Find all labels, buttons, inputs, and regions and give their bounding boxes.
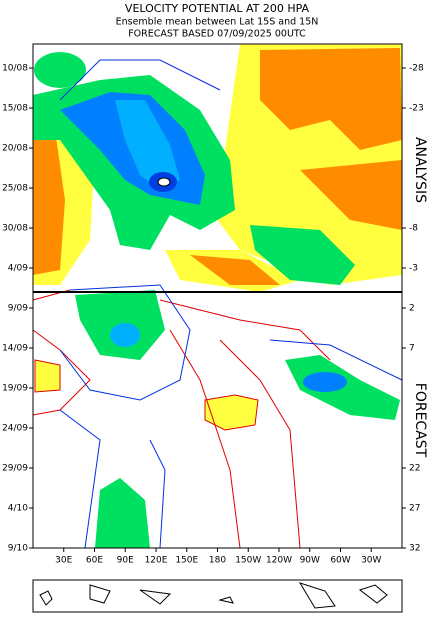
x-tick-label: 30W bbox=[361, 556, 381, 566]
x-tick-label: 30E bbox=[55, 556, 72, 566]
y-tick-label: 9/10 bbox=[8, 544, 28, 554]
x-tick-label: 150W bbox=[235, 556, 261, 566]
y-tick-label: 4/09 bbox=[8, 264, 28, 274]
y2-tick-label: -8 bbox=[409, 224, 418, 234]
y2-tick-label: -28 bbox=[409, 64, 424, 74]
y2-tick-label: 27 bbox=[409, 504, 420, 514]
x-tick-label: 60W bbox=[330, 556, 350, 566]
y2-tick-label: 7 bbox=[409, 344, 415, 354]
x-tick-label: 60E bbox=[86, 556, 103, 566]
x-tick-label: 120E bbox=[145, 556, 168, 566]
y2-tick-label: -23 bbox=[409, 104, 424, 114]
y-tick-label: 14/09 bbox=[2, 344, 28, 354]
y-tick-label: 15/08 bbox=[2, 104, 28, 114]
forecast-base: FORECAST BASED 07/09/2025 00UTC bbox=[128, 29, 306, 40]
y-tick-label: 19/09 bbox=[2, 384, 28, 394]
y-tick-label: 29/09 bbox=[2, 464, 28, 474]
y2-tick-label: -3 bbox=[409, 264, 418, 274]
x-tick-label: 150E bbox=[175, 556, 198, 566]
x-tick-label: 120W bbox=[266, 556, 292, 566]
map-strip bbox=[32, 579, 403, 613]
y2-tick-label: 32 bbox=[409, 544, 420, 554]
coastlines bbox=[39, 582, 388, 609]
forecast-label: FORECAST bbox=[412, 383, 428, 458]
y-tick-label: 9/09 bbox=[8, 304, 28, 314]
y-tick-label: 10/08 bbox=[2, 64, 28, 74]
chart-title: VELOCITY POTENTIAL AT 200 HPA bbox=[125, 2, 310, 15]
y-tick-label: 25/08 bbox=[2, 184, 28, 194]
x-tick-label: 90W bbox=[300, 556, 320, 566]
y-tick-label: 4/10 bbox=[8, 504, 28, 514]
y-tick-label: 30/08 bbox=[2, 224, 28, 234]
contour-field bbox=[32, 44, 403, 549]
analysis-label: ANALYSIS bbox=[412, 137, 428, 203]
y2-tick-label: 2 bbox=[409, 304, 415, 314]
x-tick-label: 180 bbox=[209, 556, 226, 566]
y2-tick-label: 22 bbox=[409, 464, 420, 474]
y-tick-label: 20/08 bbox=[2, 144, 28, 154]
x-tick-label: 90E bbox=[117, 556, 134, 566]
chart-subtitle: Ensemble mean between Lat 15S and 15N bbox=[116, 17, 319, 28]
y-tick-label: 24/09 bbox=[2, 424, 28, 434]
